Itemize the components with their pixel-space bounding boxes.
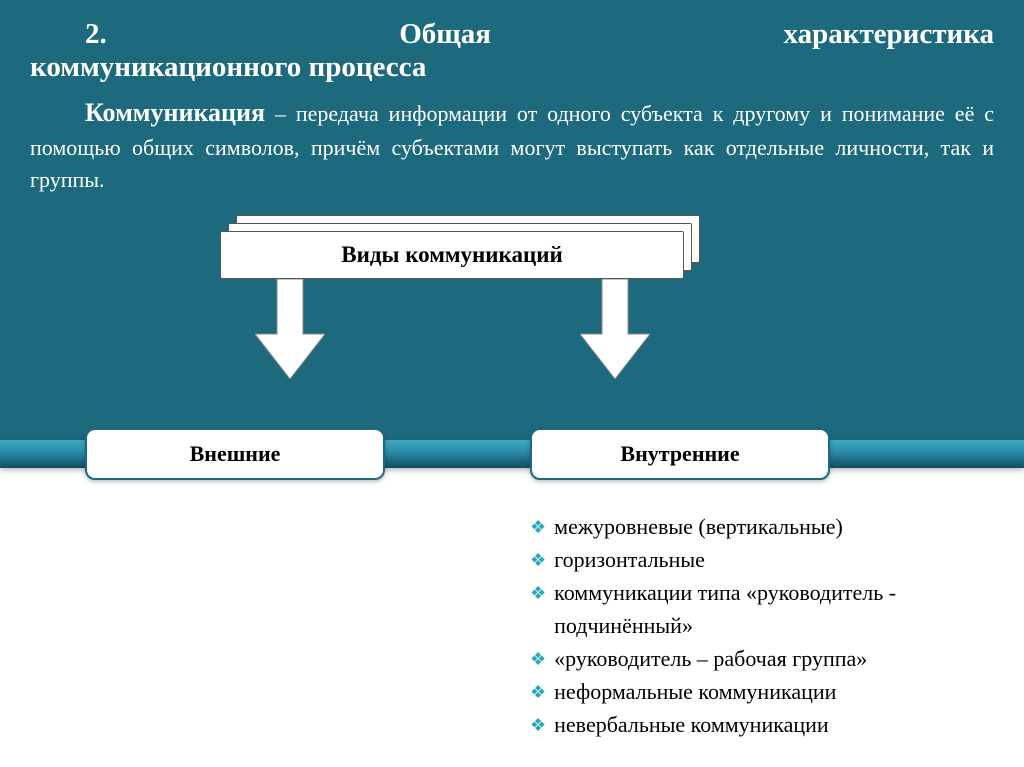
arrow-down-right-icon <box>580 279 650 379</box>
list-item-text: горизонтальные <box>554 543 960 576</box>
list-item: ❖ «руководитель – рабочая группа» <box>530 642 960 675</box>
root-box-stack: Виды коммуникаций <box>220 215 700 275</box>
list-item: ❖ невербальные коммуникации <box>530 708 960 741</box>
heading-line1: 2. Общая характеристика <box>30 18 994 51</box>
diamond-bullet-icon: ❖ <box>530 547 546 574</box>
heading: 2. Общая характеристика коммуникационног… <box>30 18 994 84</box>
diamond-bullet-icon: ❖ <box>530 646 546 673</box>
list-item-text: коммуникации типа «руководитель - подчин… <box>554 576 960 642</box>
list-item: ❖ межуровневые (вертикальные) <box>530 510 960 543</box>
diagram: Виды коммуникаций <box>30 215 994 395</box>
heading-number: 2. <box>85 18 107 51</box>
definition: Коммуникация – передача информации от од… <box>30 94 994 195</box>
heading-word2: характеристика <box>783 18 994 51</box>
diamond-bullet-icon: ❖ <box>530 580 546 607</box>
root-label: Виды коммуникаций <box>341 242 562 268</box>
heading-word1: Общая <box>399 18 491 51</box>
category-right-label: Внутренние <box>620 441 739 467</box>
category-box-left: Внешние <box>85 428 385 480</box>
internal-list: ❖ межуровневые (вертикальные) ❖ горизонтал… <box>530 510 960 741</box>
diamond-bullet-icon: ❖ <box>530 514 546 541</box>
list-item-text: межуровневые (вертикальные) <box>554 510 960 543</box>
diamond-bullet-icon: ❖ <box>530 712 546 739</box>
list-item: ❖ горизонтальные <box>530 543 960 576</box>
top-section: 2. Общая характеристика коммуникационног… <box>0 0 1024 440</box>
category-box-right: Внутренние <box>530 428 830 480</box>
list-item: ❖ коммуникации типа «руководитель - подчи… <box>530 576 960 642</box>
root-box: Виды коммуникаций <box>220 231 684 279</box>
heading-line2: коммуникационного процесса <box>30 51 994 84</box>
list-item: ❖ неформальные коммуникации <box>530 675 960 708</box>
diamond-bullet-icon: ❖ <box>530 679 546 706</box>
list-item-text: невербальные коммуникации <box>554 708 960 741</box>
category-left-label: Внешние <box>190 441 281 467</box>
list-item-text: «руководитель – рабочая группа» <box>554 642 960 675</box>
arrow-down-left-icon <box>255 279 325 379</box>
list-item-text: неформальные коммуникации <box>554 675 960 708</box>
definition-term: Коммуникация <box>30 98 265 127</box>
